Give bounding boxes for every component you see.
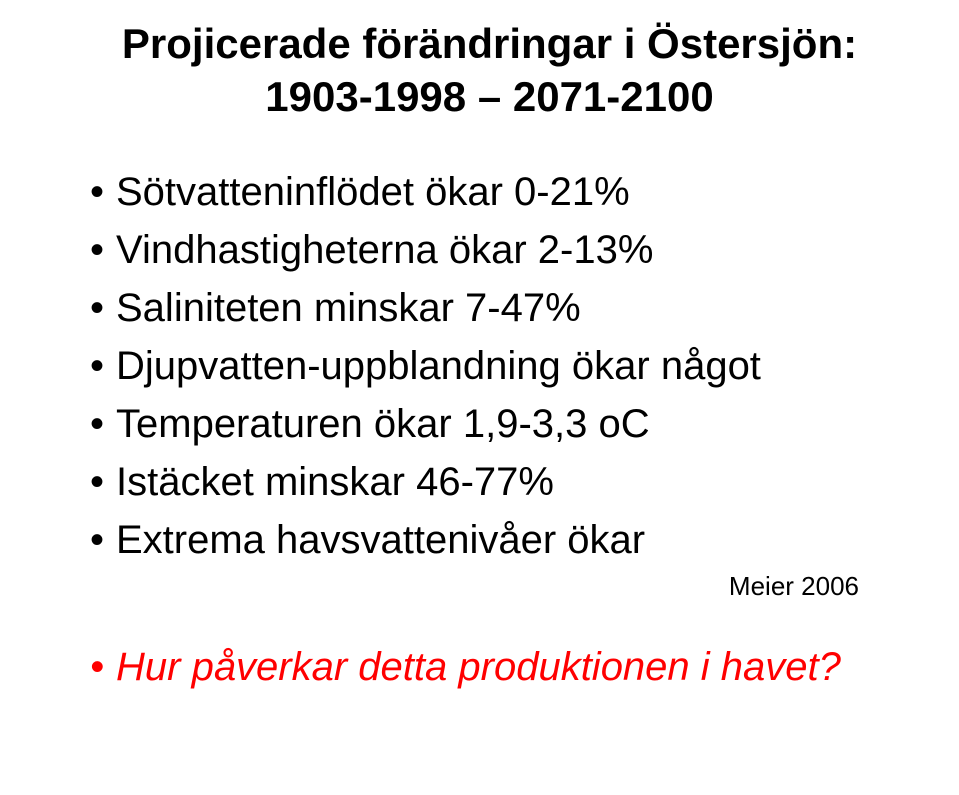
question-text: Hur påverkar detta produktionen i havet? (116, 645, 841, 689)
bullet-item: Istäcket minskar 46-77% (90, 453, 919, 511)
slide-title: Projicerade förändringar i Östersjön: 19… (60, 18, 919, 123)
bullet-text: Sötvatteninflödet ökar 0-21% (116, 170, 630, 214)
bullet-text: Djupvatten-uppblandning ökar något (116, 344, 761, 388)
bullet-text: Extrema havsvattenivåer ökar (116, 518, 645, 562)
title-line-2: 1903-1998 – 2071-2100 (60, 71, 919, 124)
bullet-item: Sötvatteninflödet ökar 0-21% (90, 163, 919, 221)
bullet-item: Vindhastigheterna ökar 2-13% (90, 221, 919, 279)
bullet-item: Temperaturen ökar 1,9-3,3 oC (90, 395, 919, 453)
bullet-text: Istäcket minskar 46-77% (116, 460, 554, 504)
question-list: Hur påverkar detta produktionen i havet? (60, 638, 919, 696)
bullet-text: Saliniteten minskar 7-47% (116, 286, 581, 330)
bullet-text: Temperaturen ökar 1,9-3,3 oC (116, 402, 650, 446)
slide: Projicerade förändringar i Östersjön: 19… (0, 0, 959, 795)
bullet-text: Vindhastigheterna ökar 2-13% (116, 228, 653, 272)
bullet-list: Sötvatteninflödet ökar 0-21% Vindhastigh… (60, 163, 919, 569)
question-item: Hur påverkar detta produktionen i havet? (90, 638, 919, 696)
bullet-item: Saliniteten minskar 7-47% (90, 279, 919, 337)
bullet-item: Extrema havsvattenivåer ökar (90, 511, 919, 569)
reference-text: Meier 2006 (60, 571, 919, 602)
spacer (60, 602, 919, 638)
title-line-1: Projicerade förändringar i Östersjön: (60, 18, 919, 71)
bullet-item: Djupvatten-uppblandning ökar något (90, 337, 919, 395)
